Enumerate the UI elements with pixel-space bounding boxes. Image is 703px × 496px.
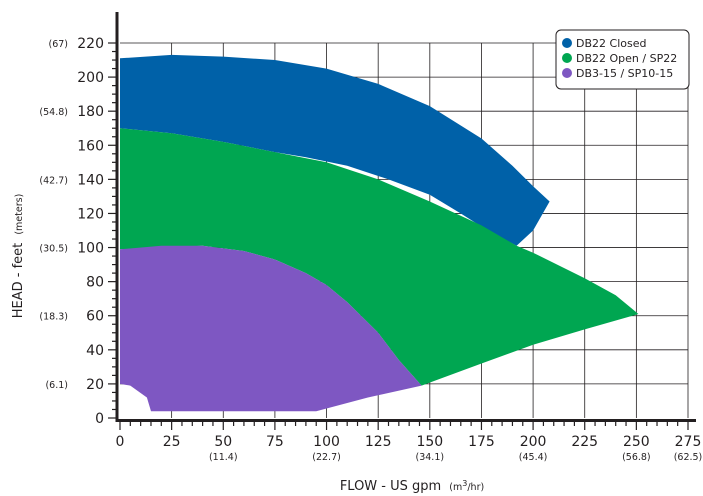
series-area-3	[120, 245, 422, 412]
y-axis-ticks: 0 20 (6.1) 40 60 (18.3) 80 100 (30.5) 120 140 (42.7…	[39, 36, 116, 427]
series-area-2	[120, 128, 639, 386]
y-tick-label: 220	[77, 36, 104, 52]
y-tick-label: 20	[86, 377, 104, 393]
x-tick-label: 200	[520, 434, 547, 450]
y-tick-label: 180	[77, 104, 104, 120]
x-axis-title-unit-pre: (m	[449, 482, 462, 493]
x-tick-sublabel: (22.7)	[312, 452, 341, 463]
x-tick-label: 75	[266, 434, 284, 450]
x-tick-label: 25	[163, 434, 181, 450]
x-axis-ticks: 0 25 50 (11.4) 75 100 (22.7) 125 150 (34.1) 175 200…	[116, 421, 703, 463]
series-area-1	[120, 54, 550, 246]
x-axis-title-unit-post: /hr)	[467, 482, 484, 493]
y-tick-sublabel: (6.1)	[45, 380, 68, 391]
y-tick-label: 0	[95, 411, 104, 427]
y-tick-sublabel: (42.7)	[39, 175, 68, 186]
legend-label-2: DB22 Open / SP22	[576, 52, 677, 65]
y-tick-label: 140	[77, 172, 104, 188]
legend-swatch-3	[562, 68, 572, 78]
x-tick-sublabel: (11.4)	[209, 452, 238, 463]
y-tick-sublabel: (30.5)	[39, 244, 68, 255]
x-tick-label: 150	[416, 434, 443, 450]
x-tick-label: 225	[571, 434, 598, 450]
y-tick-label: 160	[77, 138, 104, 154]
y-tick-sublabel: (54.8)	[39, 107, 68, 118]
legend-box	[555, 29, 690, 90]
x-tick-sublabel: (62.5)	[674, 452, 703, 463]
y-tick-label: 40	[86, 343, 104, 359]
y-tick-label: 60	[86, 309, 104, 325]
y-tick-label: 80	[86, 275, 104, 291]
x-axis-title-unit-sup: 3	[462, 479, 467, 488]
y-tick-label: 120	[77, 206, 104, 222]
x-tick-label: 125	[365, 434, 392, 450]
y-axis-title-main: HEAD - feet	[11, 243, 26, 319]
y-tick-label: 100	[77, 241, 104, 257]
legend-swatch-1	[562, 38, 572, 48]
x-tick-sublabel: (45.4)	[519, 452, 548, 463]
svg-text:FLOW - US gpm (m3/hr): FLOW - US gpm (m3/hr)	[340, 475, 484, 494]
legend-label-3: DB3-15 / SP10-15	[576, 67, 673, 80]
x-tick-label: 0	[116, 434, 125, 450]
svg-text:HEAD - feet (meters): HEAD - feet (meters)	[7, 194, 26, 319]
axes	[115, 12, 696, 422]
x-tick-sublabel: (56.8)	[622, 452, 651, 463]
legend-swatch-2	[562, 53, 572, 63]
x-tick-sublabel: (34.1)	[416, 452, 445, 463]
x-axis-title: FLOW - US gpm (m3/hr)	[340, 475, 484, 494]
x-axis-title-main: FLOW - US gpm	[340, 479, 441, 494]
x-tick-label: 50	[214, 434, 232, 450]
x-tick-label: 100	[313, 434, 340, 450]
y-axis-title: HEAD - feet (meters)	[7, 194, 26, 319]
x-tick-label: 250	[623, 434, 650, 450]
legend: DB22 Closed DB22 Open / SP22 DB3-15 / SP10…	[555, 29, 690, 90]
y-tick-sublabel: (18.3)	[39, 312, 68, 323]
y-tick-sublabel: (67)	[48, 39, 68, 50]
x-tick-label: 175	[468, 434, 495, 450]
performance-areas	[120, 54, 639, 412]
y-tick-label: 200	[77, 70, 104, 86]
y-axis-title-unit: (meters)	[14, 194, 25, 235]
legend-label-1: DB22 Closed	[576, 37, 646, 50]
x-tick-label: 275	[675, 434, 702, 450]
